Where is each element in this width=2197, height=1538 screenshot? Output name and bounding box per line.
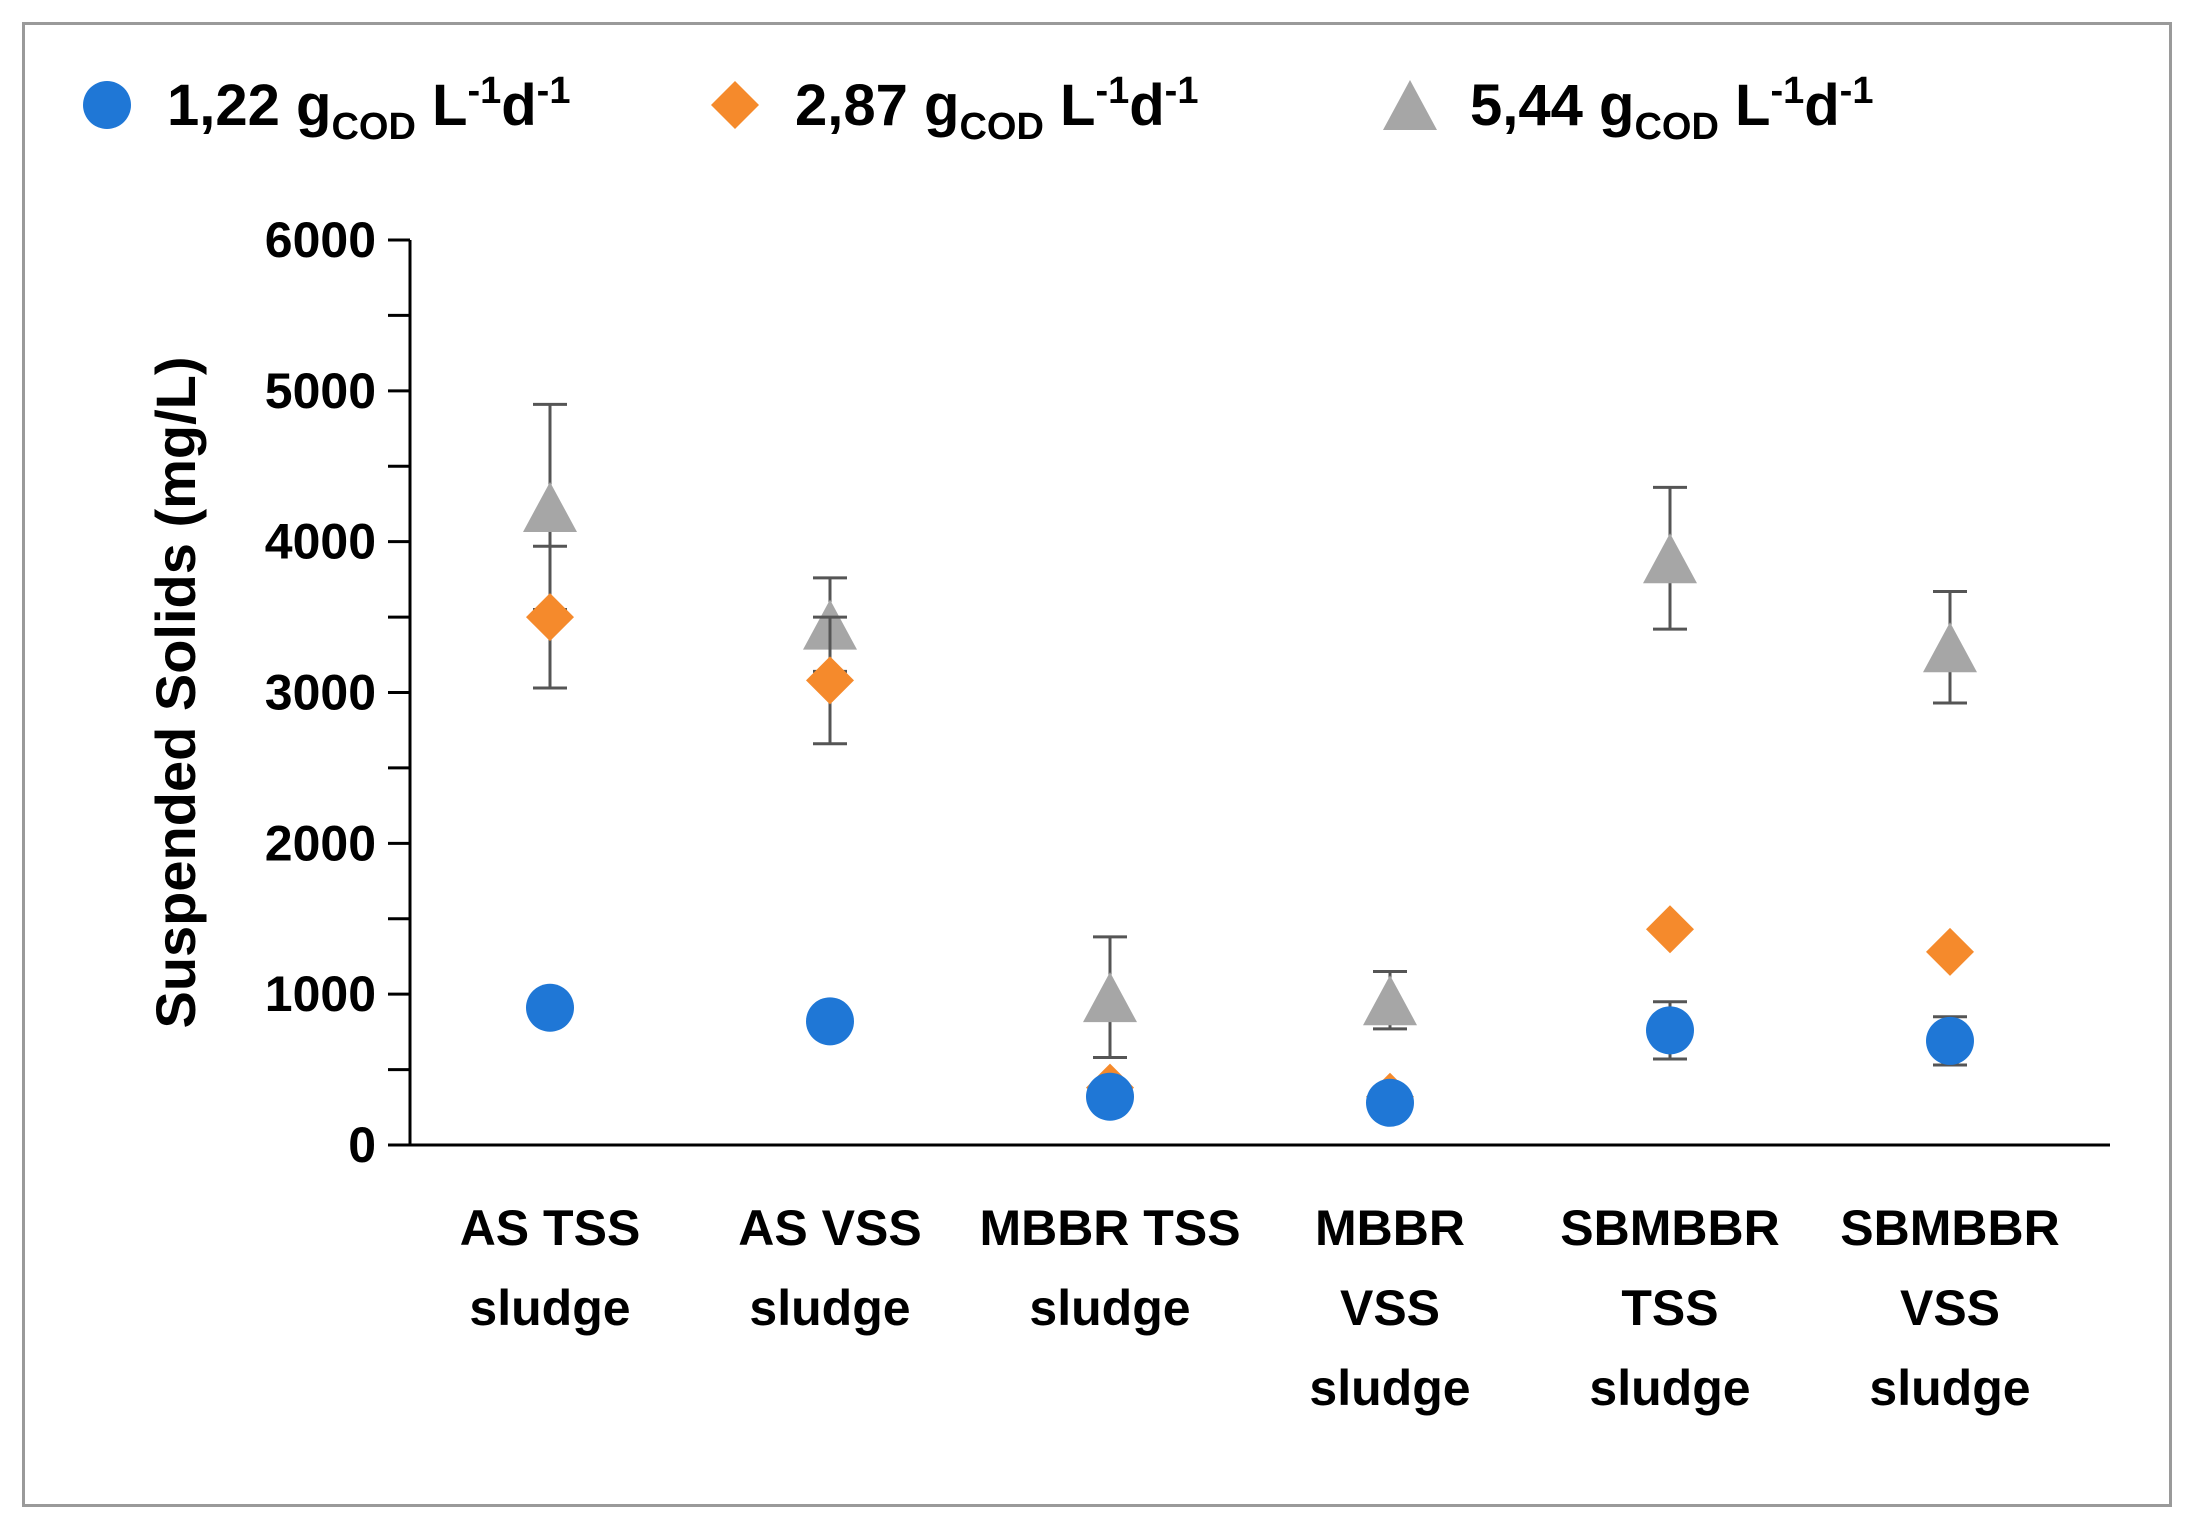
x-category-label-1: AS TSS sludge	[460, 1200, 641, 1336]
series-circle	[526, 983, 1974, 1127]
legend-entry-2: 2,87 gCOD L-1d-1	[711, 70, 1198, 148]
series-diamond	[526, 544, 1974, 1121]
data-point-triangle	[1923, 622, 1977, 673]
x-category-line: MBBR TSS	[979, 1200, 1240, 1256]
data-point-triangle	[1083, 972, 1137, 1023]
x-category-line: AS TSS	[460, 1200, 641, 1256]
x-category-label-3: MBBR TSS sludge	[979, 1200, 1240, 1336]
y-tick-label: 4000	[265, 514, 376, 570]
x-category-line: SBMBBR	[1840, 1200, 2059, 1256]
x-category-label-5: SBMBBR TSS sludge	[1560, 1200, 1779, 1416]
x-category-line: sludge	[1589, 1360, 1750, 1416]
x-category-label-2: AS VSS sludge	[738, 1200, 921, 1336]
y-tick-label: 1000	[265, 966, 376, 1022]
x-category-line: TSS	[1621, 1280, 1718, 1336]
x-category-line: SBMBBR	[1560, 1200, 1779, 1256]
data-point-circle	[1646, 1006, 1694, 1055]
y-tick-label: 6000	[265, 212, 376, 268]
legend-marker-diamond	[711, 81, 759, 129]
legend-label: 5,44 gCOD L-1d-1	[1470, 70, 1873, 148]
data-point-circle	[1086, 1072, 1134, 1121]
y-tick-label: 0	[348, 1117, 376, 1173]
x-category-label-4: MBBR VSS sludge	[1309, 1200, 1470, 1416]
chart-frame: 1,22 gCOD L-1d-1 2,87 gCOD L-1d-1 5,44 gCO…	[22, 22, 2172, 1507]
x-category-line: sludge	[1869, 1360, 2030, 1416]
y-axis-label: Suspended Solids (mg/L)	[144, 356, 207, 1028]
data-point-circle	[526, 983, 574, 1032]
x-category-line: MBBR	[1315, 1200, 1465, 1256]
data-point-triangle	[523, 481, 577, 532]
x-category-line: sludge	[469, 1280, 630, 1336]
scatter-chart: 1,22 gCOD L-1d-1 2,87 gCOD L-1d-1 5,44 gCO…	[83, 70, 2110, 1416]
data-point-diamond	[1926, 927, 1974, 976]
data-point-diamond	[806, 656, 854, 705]
legend-entry-3: 5,44 gCOD L-1d-1	[1383, 70, 1873, 148]
x-category-line: sludge	[1309, 1360, 1470, 1416]
series-triangle	[523, 402, 1977, 1060]
data-point-diamond	[526, 593, 574, 642]
y-tick-label: 3000	[265, 665, 376, 721]
y-tick-label: 5000	[265, 363, 376, 419]
data-point-triangle	[1363, 975, 1417, 1026]
axes: 0 1000 2000 3000 4000 5000 6000 Suspended Solid…	[144, 212, 2110, 1416]
legend-entry-1: 1,22 gCOD L-1d-1	[83, 70, 570, 148]
data-point-diamond	[1646, 905, 1694, 954]
x-category-line: sludge	[749, 1280, 910, 1336]
x-category-line: VSS	[1340, 1280, 1440, 1336]
x-category-line: AS VSS	[738, 1200, 921, 1256]
x-category-label-6: SBMBBR VSS sludge	[1840, 1200, 2059, 1416]
data-point-circle	[806, 997, 854, 1046]
legend-marker-circle	[83, 81, 131, 129]
data-point-circle	[1366, 1078, 1414, 1127]
legend-label: 1,22 gCOD L-1d-1	[167, 70, 570, 148]
data-point-circle	[1926, 1016, 1974, 1065]
legend-label: 2,87 gCOD L-1d-1	[795, 70, 1198, 148]
y-tick-label: 2000	[265, 815, 376, 871]
data-marks	[523, 402, 1977, 1127]
data-point-triangle	[1643, 533, 1697, 584]
legend: 1,22 gCOD L-1d-1 2,87 gCOD L-1d-1 5,44 gCO…	[83, 70, 1873, 148]
legend-marker-triangle	[1383, 80, 1437, 130]
x-category-line: VSS	[1900, 1280, 2000, 1336]
x-category-line: sludge	[1029, 1280, 1190, 1336]
